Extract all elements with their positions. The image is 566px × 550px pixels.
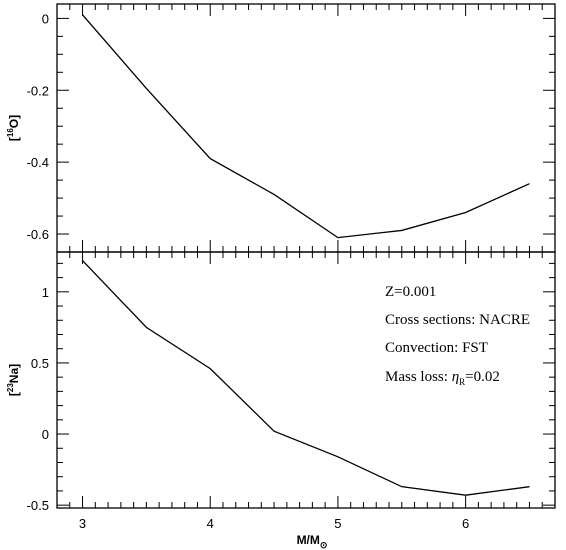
annotation-block: Z=0.001 Cross sections: NACRE Convection… bbox=[385, 284, 530, 387]
x-tick-labels: 3 4 5 6 bbox=[79, 516, 469, 531]
top-y-tick-label: 0 bbox=[42, 11, 49, 26]
top-y-tick-label: -0.2 bbox=[27, 83, 49, 98]
annotation-metallicity: Z=0.001 bbox=[385, 284, 436, 300]
o16-series-line bbox=[82, 14, 530, 239]
top-y-axis-label: [16O] bbox=[6, 115, 21, 141]
panel-na23: 1 0.5 0 -0.5 3 4 5 6 [23Na] M/M⊙ Z=0.001 Cross… bbox=[6, 251, 556, 550]
x-tick-label: 3 bbox=[79, 516, 86, 531]
annotation-cross-sections: Cross sections: NACRE bbox=[385, 312, 530, 328]
panel-o16: 0 -0.2 -0.4 -0.6 [16O] bbox=[6, 3, 556, 253]
top-y-tick-labels: 0 -0.2 -0.4 -0.6 bbox=[27, 11, 49, 242]
x-tick-label: 4 bbox=[207, 516, 214, 531]
x-axis-label: M/M⊙ bbox=[297, 533, 328, 550]
na23-series-line bbox=[82, 260, 530, 496]
top-panel-frame bbox=[56, 3, 556, 253]
bottom-y-tick-label: 1 bbox=[42, 285, 49, 300]
top-y-tick-label: -0.6 bbox=[27, 227, 49, 242]
bottom-y-tick-labels: 1 0.5 0 -0.5 bbox=[27, 285, 49, 513]
bottom-y-tick-label: 0 bbox=[42, 427, 49, 442]
x-tick-label: 5 bbox=[334, 516, 341, 531]
bottom-y-tick-label: -0.5 bbox=[27, 498, 49, 513]
x-tick-label: 6 bbox=[462, 516, 469, 531]
bottom-panel-frame bbox=[56, 251, 556, 509]
bottom-y-tick-label: 0.5 bbox=[31, 356, 49, 371]
bottom-ticks bbox=[56, 252, 556, 508]
annotation-mass-loss: Mass loss: ηR=0.02 bbox=[385, 369, 500, 387]
annotation-convection: Convection: FST bbox=[385, 340, 488, 356]
top-y-tick-label: -0.4 bbox=[27, 155, 49, 170]
top-ticks bbox=[56, 4, 556, 253]
bottom-y-axis-label: [23Na] bbox=[6, 364, 21, 396]
